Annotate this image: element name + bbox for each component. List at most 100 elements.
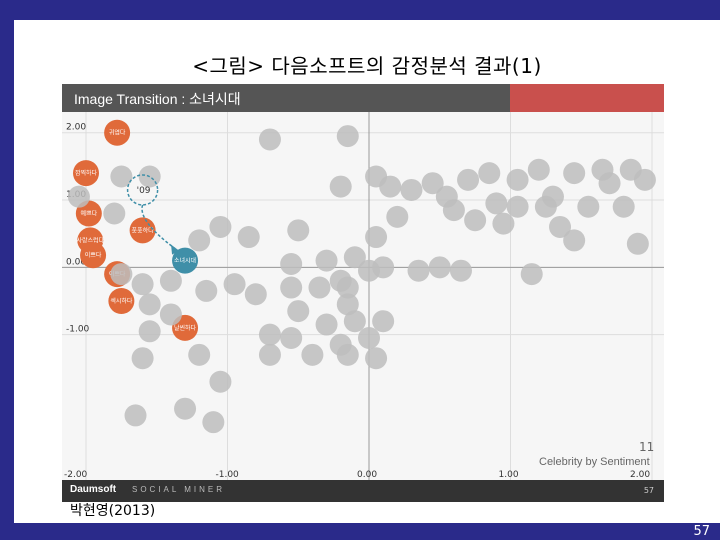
data-point (577, 195, 600, 218)
data-point (280, 252, 303, 275)
data-point (372, 256, 395, 279)
data-point (287, 219, 310, 242)
trajectory-path (141, 204, 176, 250)
data-point-label: 섹시하다 (110, 297, 133, 305)
chart-header: Image Transition : 소녀시대 (62, 84, 664, 112)
data-point-label: 귀엽다 (109, 129, 126, 137)
legend-number: 11 (639, 440, 655, 454)
data-point (400, 178, 423, 201)
data-point (258, 343, 281, 366)
y-tick-label: 0.00 (66, 257, 86, 267)
data-point (534, 195, 557, 218)
figure-caption: 박현영(2013) (70, 503, 156, 519)
brand-logo: Daumsoft (70, 484, 117, 495)
y-tick-label: 2.00 (66, 123, 86, 133)
data-point (492, 212, 515, 235)
chart-footer-page: 57 (643, 486, 654, 495)
data-point (202, 411, 225, 434)
data-point (421, 172, 444, 195)
x-tick-label: -2.00 (64, 470, 88, 480)
data-point (172, 247, 199, 274)
data-point (520, 263, 543, 286)
data-point (428, 256, 451, 279)
scatter-plot: 2.001.000.00-1.00-2.00-1.000.001.002.00귀… (62, 112, 664, 480)
data-point-label: 사랑스럽다 (76, 236, 104, 244)
data-point (464, 209, 487, 232)
legend-text: Celebrity by Sentiment (539, 456, 650, 468)
x-tick-label: 0.00 (357, 470, 377, 480)
data-point (365, 347, 388, 370)
x-tick-label: -1.00 (216, 470, 240, 480)
data-point (478, 162, 501, 185)
year-label: '09 (137, 186, 151, 196)
data-point (626, 232, 649, 255)
data-point (159, 269, 182, 292)
data-point (336, 276, 359, 299)
brand-subtitle: SOCIAL MINER (132, 485, 226, 494)
data-point (110, 263, 133, 286)
data-point (138, 293, 161, 316)
data-point-label: 풋풋하다 (132, 226, 155, 234)
data-point (237, 226, 260, 249)
data-point (73, 160, 99, 187)
data-point (358, 327, 380, 350)
data-point-label: 이쁘다 (85, 251, 102, 259)
data-point (138, 320, 161, 343)
data-point (174, 397, 197, 420)
data-point (131, 273, 154, 296)
year-marker (126, 174, 159, 206)
data-point (442, 199, 465, 222)
data-point (563, 162, 586, 185)
data-point (527, 158, 550, 181)
data-point (372, 310, 395, 333)
data-point (258, 128, 281, 151)
page-number: 57 (693, 524, 710, 539)
data-point (563, 229, 586, 252)
chart-header-accent-bar (510, 84, 664, 112)
data-point (308, 276, 331, 299)
x-tick-label: 2.00 (630, 470, 650, 480)
data-point (336, 125, 359, 148)
data-point (244, 283, 267, 306)
data-point-label: 소녀시대 (174, 257, 196, 265)
data-point (598, 172, 621, 195)
chart-footer-bar: Daumsoft SOCIAL MINER 57 (62, 480, 664, 502)
data-point (223, 273, 246, 296)
data-point (159, 303, 182, 326)
data-point (343, 246, 366, 269)
data-point (549, 215, 572, 238)
data-point (329, 175, 352, 198)
data-point (124, 404, 147, 427)
data-point (365, 226, 388, 249)
data-point (343, 310, 366, 333)
data-point (287, 300, 310, 323)
y-tick-label: -1.00 (66, 325, 90, 335)
slide: <그림> 다음소프트의 감정분석 결과(1) 2.00 1.00 0.00 -1.00… (14, 20, 720, 523)
data-point (80, 242, 107, 269)
data-point (633, 168, 656, 191)
data-point (104, 119, 131, 146)
data-point (457, 168, 480, 191)
data-point (195, 279, 218, 302)
data-point (506, 168, 529, 191)
chart-screenshot: 2.001.000.00-1.00-2.00-1.000.001.002.00귀… (62, 84, 664, 502)
data-point (209, 370, 232, 393)
data-point-label: 날씬하다 (174, 324, 197, 332)
data-point (188, 229, 211, 252)
x-tick-label: 1.00 (499, 470, 519, 480)
data-point (386, 205, 409, 228)
data-point-label: 깜찍하다 (75, 169, 98, 177)
data-point (131, 347, 154, 370)
data-point (506, 195, 529, 218)
data-point-label: 예쁘다 (81, 210, 98, 218)
data-point (209, 215, 232, 238)
data-point (485, 192, 508, 215)
chart-header-title: Image Transition : 소녀시대 (74, 91, 241, 107)
data-point (449, 259, 472, 282)
data-point (315, 313, 338, 336)
data-point (108, 288, 135, 314)
trajectory-arrowhead (171, 244, 180, 255)
data-point (315, 249, 338, 272)
data-point (110, 165, 133, 188)
data-point (612, 195, 635, 218)
